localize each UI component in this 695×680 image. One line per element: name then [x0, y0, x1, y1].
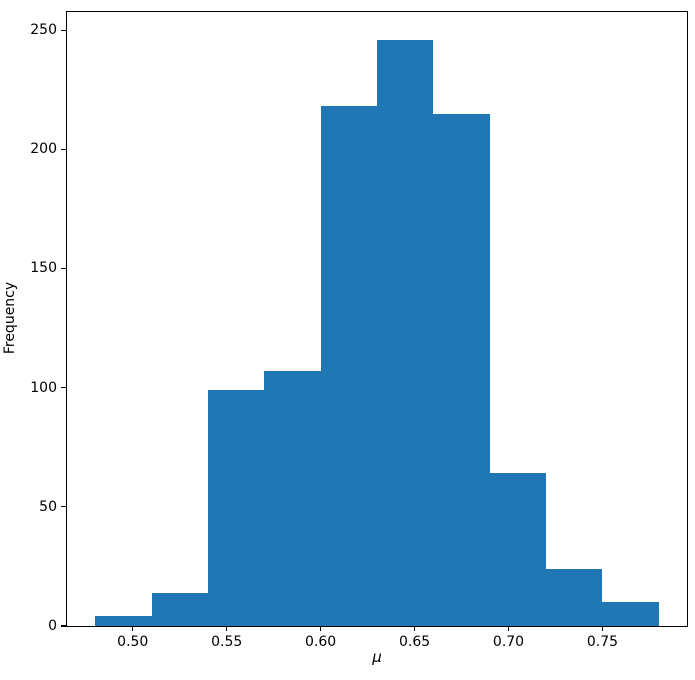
histogram-bar — [264, 370, 321, 626]
histogram-bar — [489, 473, 547, 626]
y-tick-label: 50 — [39, 498, 57, 515]
y-tick-mark — [61, 267, 66, 270]
y-tick-mark — [61, 148, 66, 150]
x-tick-label: 0.50 — [117, 634, 149, 650]
x-tick-label: 0.65 — [398, 634, 431, 650]
x-tick-mark — [601, 627, 604, 631]
histogram-bar — [207, 390, 265, 626]
histogram-bar — [546, 568, 603, 626]
y-tick-label: 0 — [48, 618, 57, 634]
x-tick-mark — [132, 627, 134, 631]
y-tick-label: 250 — [30, 22, 57, 39]
y-axis-label: Frequency — [2, 281, 18, 355]
y-tick-label: 100 — [30, 379, 57, 396]
histogram-bar — [602, 602, 659, 626]
x-tick-label: 0.60 — [305, 634, 337, 650]
x-tick-mark — [320, 627, 322, 631]
histogram-bar — [320, 106, 377, 626]
histogram-bar — [151, 592, 208, 626]
x-axis-label: μ — [372, 648, 382, 666]
histogram-bar — [433, 113, 490, 626]
x-tick-mark — [413, 627, 416, 631]
y-tick-mark — [61, 506, 66, 508]
y-tick-mark — [61, 29, 66, 31]
x-tick-label: 0.55 — [211, 634, 243, 650]
x-tick-label: 0.70 — [492, 634, 525, 650]
histogram-bar — [377, 39, 434, 626]
x-tick-label: 0.75 — [586, 634, 619, 650]
x-tick-mark — [507, 627, 510, 631]
plot-area: 0.50 0.55 0.60 0.65 0.70 0.75 0 50 100 150 200 250 — [30, 11, 688, 650]
histogram-bar — [95, 616, 152, 626]
y-tick-label: 150 — [30, 260, 57, 277]
y-tick-mark — [61, 625, 66, 627]
x-tick-mark — [226, 627, 228, 631]
y-tick-label: 200 — [30, 141, 57, 158]
y-tick-mark — [61, 387, 66, 389]
